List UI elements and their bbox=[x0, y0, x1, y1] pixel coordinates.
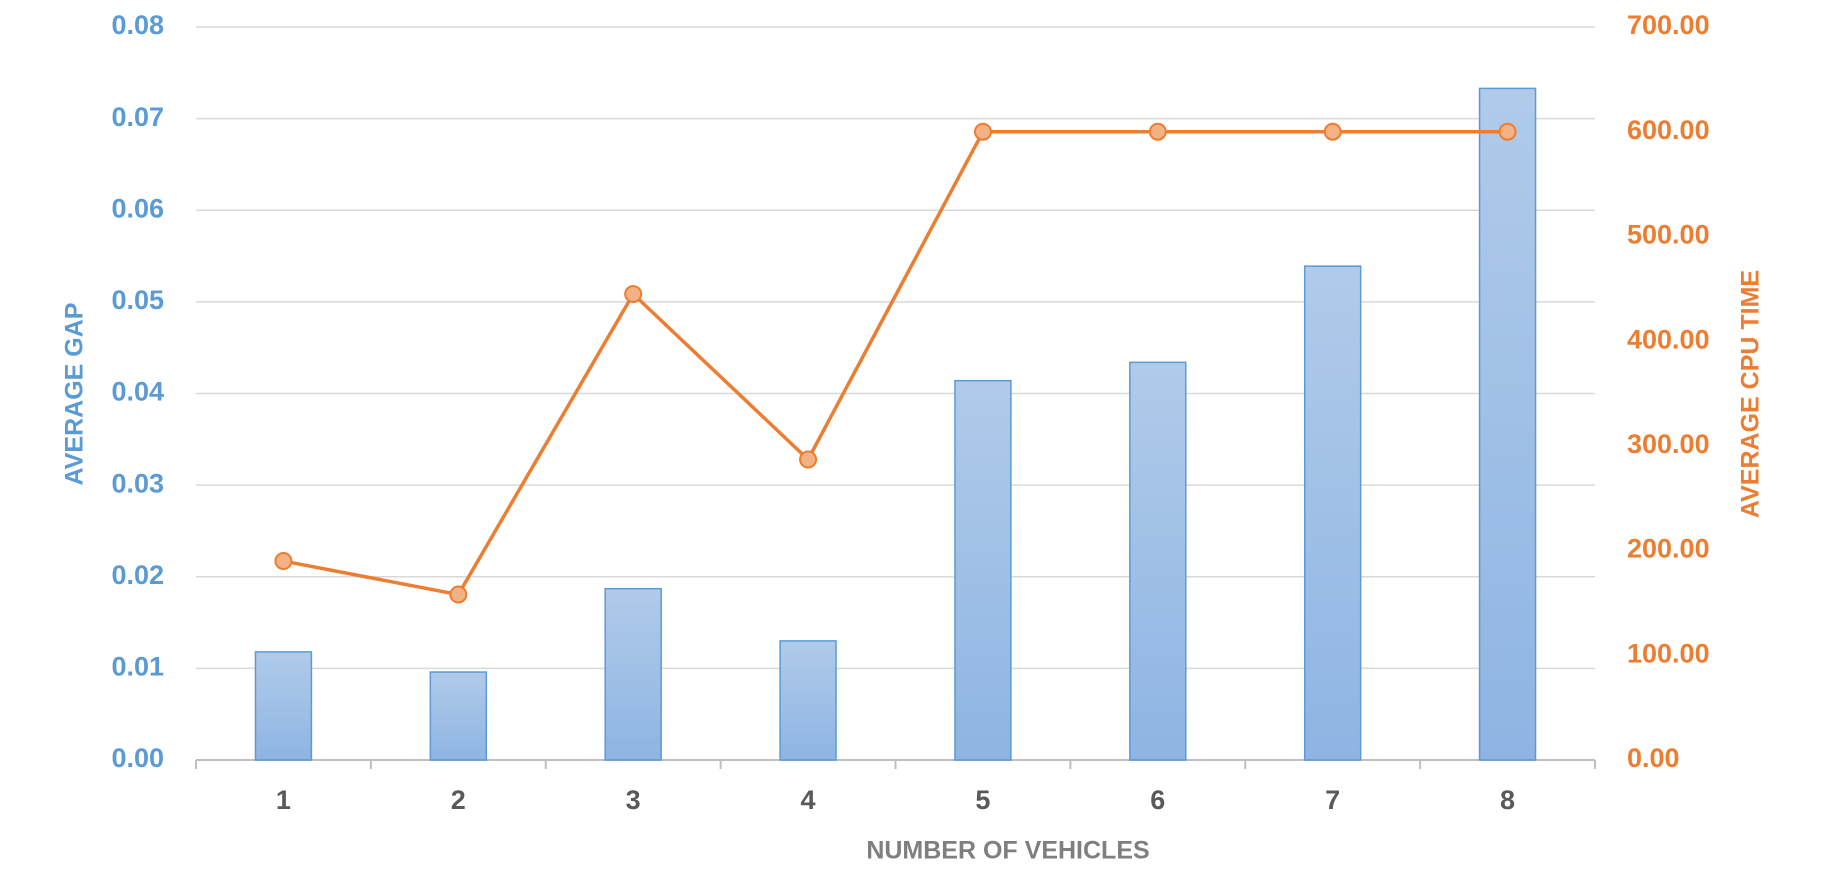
x-tick-label: 3 bbox=[626, 785, 641, 815]
y-axis-title: AVERAGE GAP bbox=[61, 303, 89, 486]
line-marker bbox=[1498, 122, 1517, 141]
line bbox=[283, 129, 1508, 597]
line-marker bbox=[449, 585, 468, 604]
y-tick-label: 0.00 bbox=[111, 743, 164, 773]
x-tick-label: 2 bbox=[451, 785, 466, 815]
x-tick-label: 5 bbox=[975, 785, 990, 815]
line-marker bbox=[1148, 122, 1167, 141]
bar bbox=[954, 379, 1012, 761]
x-tick-label: 1 bbox=[276, 785, 291, 815]
y-tick-label: 0.08 bbox=[111, 10, 164, 40]
bar bbox=[779, 640, 837, 761]
x-tick-label: 8 bbox=[1500, 785, 1515, 815]
bar bbox=[1303, 265, 1362, 761]
line-marker bbox=[973, 122, 992, 141]
y2-axis-title: AVERAGE CPU TIME bbox=[1737, 270, 1765, 518]
x-tick-label: 4 bbox=[801, 785, 816, 815]
y-tick-label: 0.05 bbox=[111, 285, 164, 315]
y-tick-label: 0.07 bbox=[111, 102, 164, 132]
line-marker bbox=[624, 285, 643, 304]
line-marker bbox=[1323, 122, 1342, 141]
x-tick-label: 6 bbox=[1150, 785, 1165, 815]
y2-tick-label: 700.00 bbox=[1627, 10, 1710, 40]
y2-tick-label: 600.00 bbox=[1627, 115, 1710, 145]
bar bbox=[1478, 87, 1537, 761]
line-marker bbox=[274, 552, 293, 571]
bar bbox=[429, 671, 488, 761]
bar bbox=[1129, 361, 1187, 761]
x-tick-label: 7 bbox=[1325, 785, 1340, 815]
y2-tick-label: 500.00 bbox=[1627, 220, 1710, 250]
y2-tick-label: 0.00 bbox=[1627, 743, 1680, 773]
y2-tick-label: 300.00 bbox=[1627, 429, 1710, 459]
y-tick-label: 0.01 bbox=[111, 652, 164, 682]
y-tick-label: 0.04 bbox=[111, 377, 164, 407]
bar bbox=[604, 587, 662, 761]
y-tick-label: 0.06 bbox=[111, 193, 164, 223]
y-tick-label: 0.03 bbox=[111, 468, 164, 498]
x-axis-title: NUMBER OF VEHICLES bbox=[866, 837, 1149, 865]
bar bbox=[254, 651, 313, 761]
line-marker bbox=[799, 450, 818, 469]
y2-tick-label: 100.00 bbox=[1627, 638, 1710, 668]
y-tick-label: 0.02 bbox=[111, 560, 164, 590]
y2-tick-label: 200.00 bbox=[1627, 534, 1710, 564]
y2-tick-label: 400.00 bbox=[1627, 324, 1710, 354]
